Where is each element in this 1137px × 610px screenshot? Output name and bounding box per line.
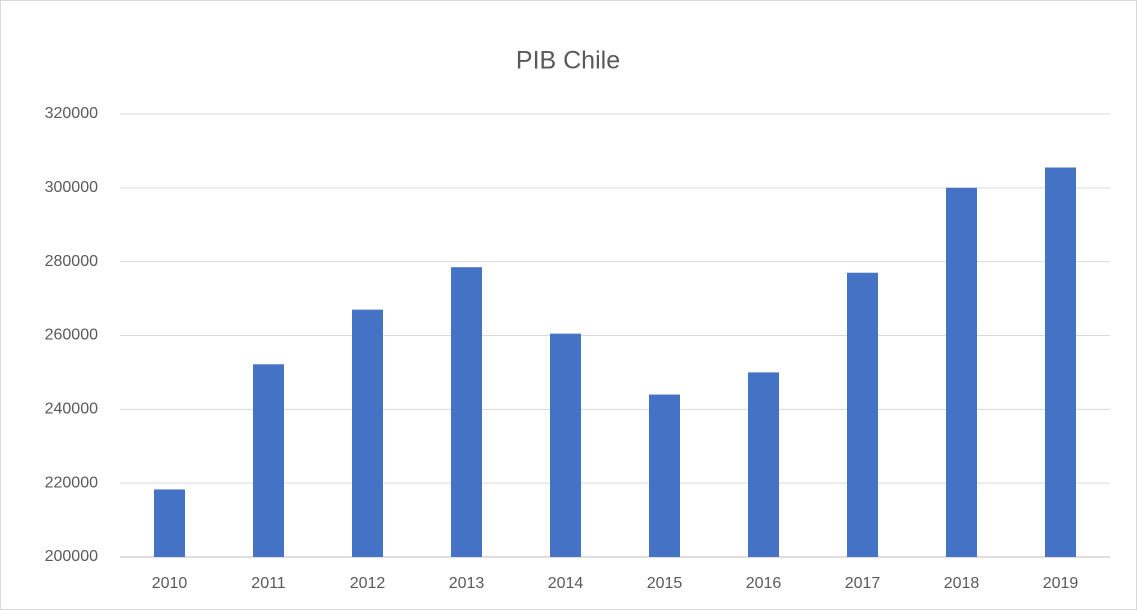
x-tick-label: 2015 (647, 575, 683, 592)
x-tick-label: 2011 (251, 575, 286, 592)
bar (649, 394, 680, 557)
x-tick-label: 2018 (944, 575, 980, 592)
y-tick-label: 320000 (45, 105, 98, 122)
y-tick-label: 280000 (45, 253, 98, 270)
x-tick-label: 2010 (152, 575, 188, 592)
y-tick-label: 260000 (45, 327, 98, 344)
bar (352, 309, 383, 557)
bar (253, 364, 284, 557)
y-tick-label: 220000 (45, 474, 98, 491)
y-tick-label: 300000 (45, 179, 98, 196)
bar (748, 372, 779, 557)
x-tick-label: 2017 (845, 575, 881, 592)
x-tick-label: 2019 (1043, 575, 1079, 592)
x-tick-label: 2013 (449, 575, 485, 592)
x-tick-label: 2014 (548, 575, 584, 592)
chart-title: PIB Chile (516, 47, 620, 75)
bar (946, 187, 977, 558)
x-tick-label: 2012 (350, 575, 386, 592)
x-tick-label: 2016 (746, 575, 782, 592)
bar (154, 489, 185, 557)
bar (1045, 167, 1076, 557)
y-tick-label: 240000 (45, 401, 98, 418)
bar (847, 272, 878, 557)
y-tick-label: 200000 (45, 548, 98, 565)
bar (550, 333, 581, 557)
bar (451, 267, 482, 557)
